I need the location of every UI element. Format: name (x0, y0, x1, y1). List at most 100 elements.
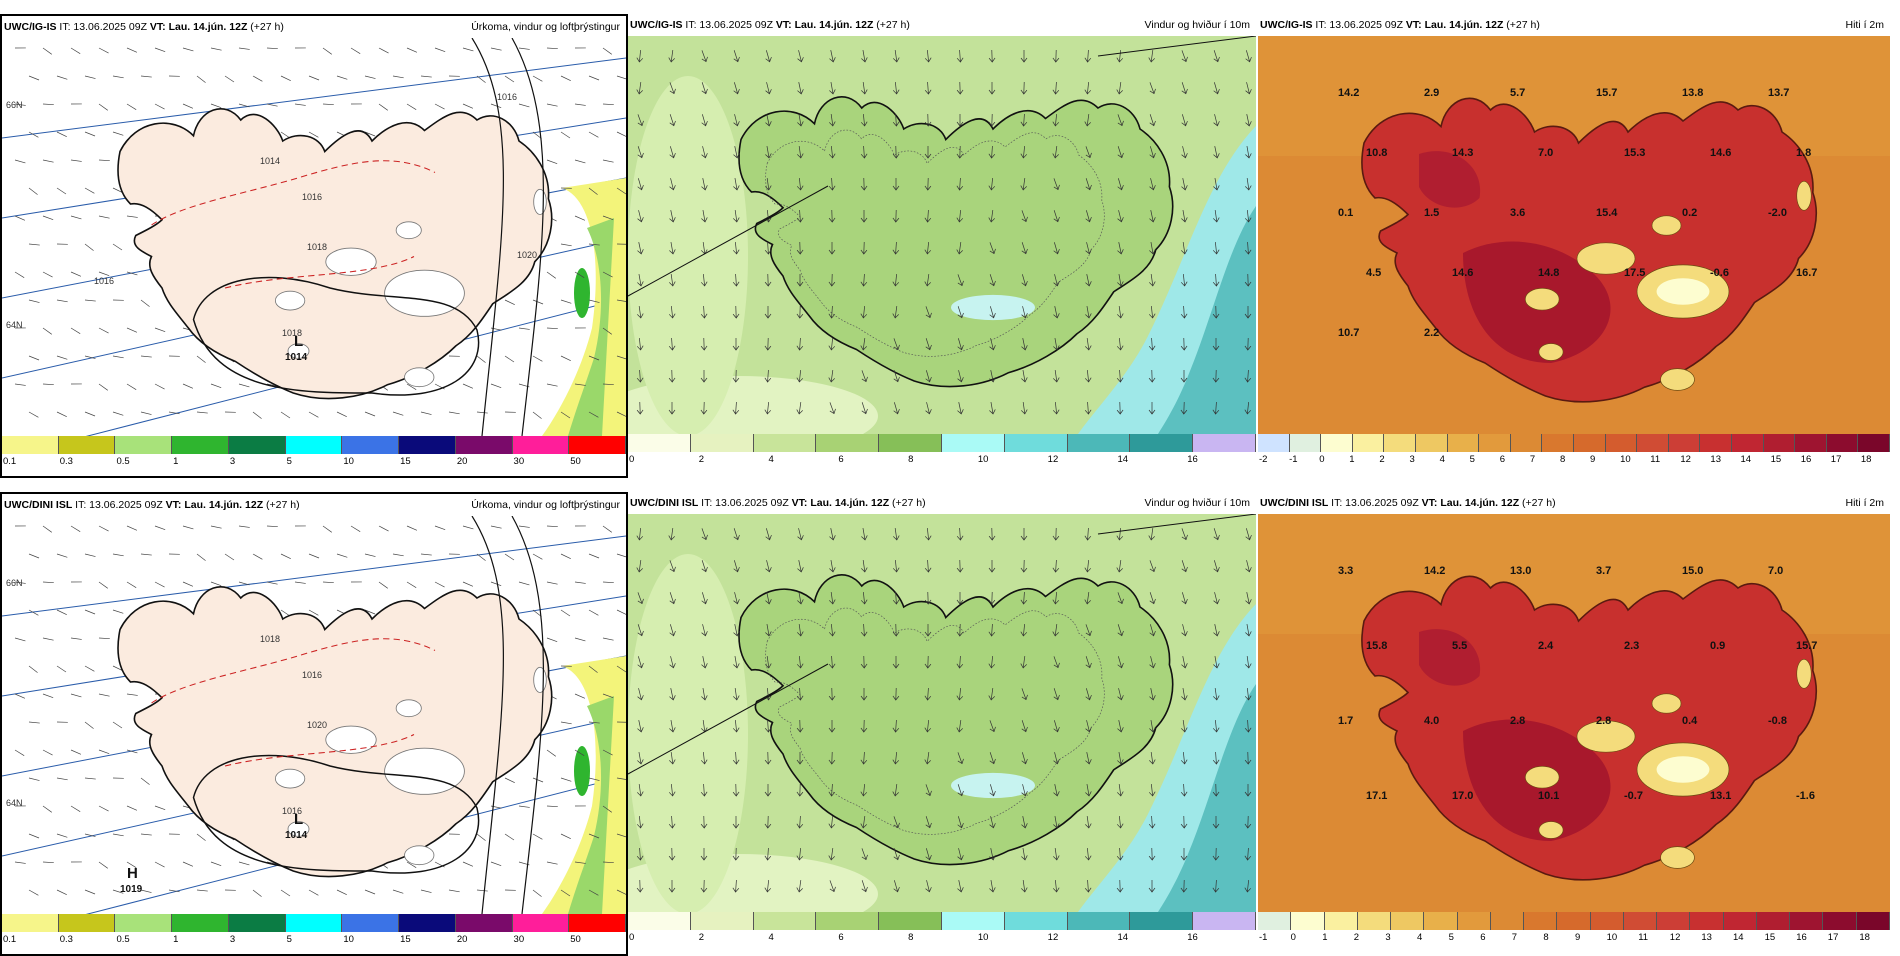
wind-arrow (925, 784, 932, 797)
wind-barb (518, 805, 530, 808)
wind-arrow (700, 273, 708, 287)
colorbar-tick-label: 3 (1409, 454, 1415, 465)
wind-barb (140, 889, 152, 893)
wind-arrow (1244, 306, 1252, 319)
wind-barb (238, 103, 250, 108)
wind-arrow (956, 49, 964, 63)
colorbar-swatch (816, 434, 880, 452)
wind-arrow (765, 656, 772, 669)
wind-arrow (1053, 178, 1060, 191)
wind-barb (56, 665, 67, 673)
temp-label: 1.5 (1424, 207, 1439, 219)
wind-barb (182, 103, 194, 109)
wind-barb (14, 103, 26, 106)
domain-border (628, 185, 829, 297)
wind-arrow (1148, 815, 1156, 829)
wind-barb (546, 525, 558, 528)
colorbar-tick-label: 14 (1733, 932, 1744, 943)
wind-barb (84, 411, 96, 417)
wind-barb (392, 75, 404, 79)
wind-barb (588, 553, 600, 559)
colorbar-swatch (816, 912, 880, 930)
wind-arrow (1116, 82, 1123, 95)
lead-time: (+27 h) (250, 21, 284, 33)
wind-arrow (733, 178, 740, 191)
wind-arrow (1117, 592, 1124, 605)
temp-label: 0.2 (1682, 207, 1697, 219)
temp-label: 3.7 (1596, 565, 1611, 577)
colorbar-tick-label: 15 (400, 456, 411, 467)
wind-arrow (668, 528, 675, 541)
isobar-label: 1016 (302, 192, 322, 202)
wind-barb (616, 355, 626, 360)
wind-arrow (925, 816, 932, 829)
wind-arrow (668, 402, 676, 415)
panel-header: UWC/DINI ISL IT: 13.06.2025 09Z VT: Lau.… (2, 494, 626, 516)
wind-arrow (925, 370, 932, 383)
wind-arrow (669, 720, 676, 733)
wind-barb (196, 75, 206, 83)
colorbar-tick-label: 10 (1606, 932, 1618, 943)
wind-arrow (636, 847, 644, 861)
temp-label: -1.6 (1796, 790, 1815, 802)
colorbar-tick-label: 1 (1322, 932, 1328, 943)
colorbar-tick-label: 5 (1448, 932, 1454, 943)
wind-barb (112, 721, 123, 729)
wind-barb (70, 805, 81, 812)
valid-time: Lau. 14.jún. 12Z (184, 499, 264, 511)
wind-arrow (1117, 114, 1124, 127)
wind-barb (378, 525, 389, 532)
wind-arrow (1085, 242, 1092, 255)
wind-arrow (957, 848, 964, 861)
wind-arrow (989, 274, 996, 287)
colorbar-tick-label: 16 (1796, 932, 1807, 943)
wind-arrow (892, 273, 900, 287)
wind-arrow (765, 560, 772, 573)
wind-barb (616, 299, 626, 303)
wind-arrow (892, 559, 900, 573)
wind-arrow (1021, 370, 1028, 383)
temp-label: 2.3 (1624, 640, 1639, 652)
wind-arrow (829, 50, 836, 63)
wind-panel-bottom: UWC/DINI ISL IT: 13.06.2025 09Z VT: Lau.… (628, 492, 1256, 956)
temp-label: 4.0 (1424, 715, 1439, 727)
wind-arrow (1212, 338, 1220, 351)
colorbar-tick-label: 1 (1349, 454, 1355, 465)
panel-header: UWC/IG-IS IT: 13.06.2025 09Z VT: Lau. 14… (2, 16, 626, 38)
colorbar-tick-label: 2 (1353, 932, 1360, 943)
colorbar-tick-label: 5 (1469, 454, 1475, 465)
wind-barb (504, 299, 515, 306)
wind-arrow (1181, 592, 1188, 605)
wind-barb (602, 749, 613, 756)
wind-arrow (668, 369, 676, 383)
wind-barb (560, 665, 572, 667)
wind-barb (112, 411, 124, 416)
panel-title: Hiti í 2m (1845, 497, 1884, 509)
wind-arrow (732, 847, 740, 861)
wind-arrow (988, 113, 996, 127)
wind-barb (14, 749, 25, 756)
wind-barb (112, 299, 124, 301)
panel-header: UWC/IG-IS IT: 13.06.2025 09Z VT: Lau. 14… (628, 14, 1256, 36)
cold-glacier (1524, 765, 1560, 789)
isobar (192, 276, 480, 396)
dashed-contour (224, 256, 415, 289)
iceland-outline (738, 96, 1174, 388)
wind-arrow (1021, 784, 1028, 797)
wind-barb (476, 75, 486, 83)
wind-barb (98, 637, 110, 640)
wind-barb (56, 75, 68, 80)
colorbar-swatch (1193, 912, 1256, 930)
wind-arrow (1116, 527, 1124, 541)
wind-barb (476, 411, 488, 414)
dashed-contour (224, 734, 415, 767)
isobar-label: 1020 (307, 720, 327, 730)
wind-arrow (1212, 401, 1220, 415)
wind-arrow (860, 655, 868, 669)
temp-label: 7.0 (1768, 565, 1783, 577)
wind-barb (588, 131, 599, 138)
wind-barb (126, 805, 138, 811)
temp-label: -0.6 (1710, 267, 1729, 279)
wind-barb (14, 861, 26, 864)
colorbar-tick-label: 18 (1859, 932, 1870, 943)
